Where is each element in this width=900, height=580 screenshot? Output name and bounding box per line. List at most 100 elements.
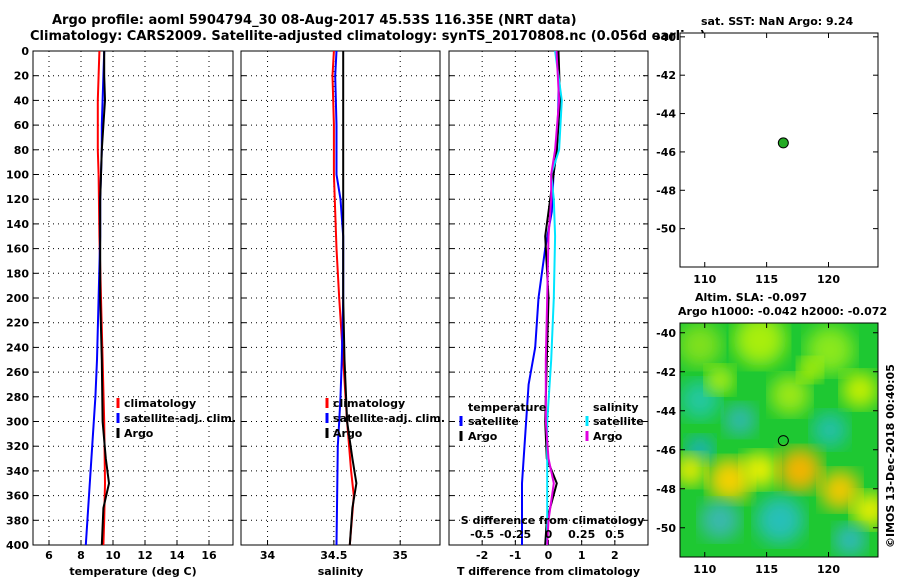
sla-blob	[770, 375, 810, 415]
sla-map-title-line2: Argo h1000: -0.042 h2000: -0.072	[678, 305, 887, 318]
depth-tick-label: 380	[6, 514, 29, 527]
difference-s-xlabel: S difference from climatology	[461, 514, 645, 527]
sst-map-title: sat. SST: NaN Argo: 9.24	[701, 15, 853, 28]
legend-s-label: satellite	[593, 415, 644, 428]
depth-tick-label: 120	[6, 193, 29, 206]
sla-blob	[778, 448, 822, 492]
legend-s-label: Argo	[593, 430, 623, 443]
sst_map-ytick-label: -46	[656, 146, 676, 159]
difference-xtick-label: -1	[509, 549, 521, 562]
sla-blob	[680, 454, 706, 486]
sla_map-ytick-label: -48	[656, 483, 676, 496]
sla_map-argo-location-marker	[777, 435, 789, 447]
salinity-legend-label: climatology	[333, 397, 405, 410]
sla_map-ytick-label: -42	[656, 366, 676, 379]
sla_map-ytick-label: -44	[656, 405, 676, 418]
difference-s-tick-label: -0.5	[470, 528, 494, 541]
legend-salinity-title: salinity	[593, 401, 639, 414]
difference-s-tick-label: -0.25	[499, 528, 531, 541]
sla_map-xtick-label: 115	[755, 563, 778, 576]
sla-blob	[680, 323, 722, 367]
temperature-legend-label: climatology	[124, 397, 196, 410]
sst_map-argo-location-marker	[777, 137, 789, 149]
sst_map-frame	[679, 32, 879, 268]
sla-blob	[834, 524, 866, 556]
salinity-xtick-label: 35	[393, 549, 408, 562]
temperature-series-argo	[99, 51, 111, 546]
sla-blob	[812, 412, 848, 448]
difference-s-tick-label: 0.5	[605, 528, 625, 541]
salinity-legend-label: Argo	[333, 427, 363, 440]
sla-blob	[842, 372, 878, 408]
sla-blob	[756, 496, 804, 544]
sst_map-xtick-label: 120	[817, 273, 840, 286]
temperature-xtick-label: 10	[105, 549, 121, 562]
salinity-xtick-label: 34	[260, 549, 276, 562]
temperature-xtick-label: 8	[77, 549, 85, 562]
salinity-legend-label: satellite-adj. clim.	[333, 412, 445, 425]
temperature-legend-label: satellite-adj. clim.	[124, 412, 236, 425]
sst_map-ytick-label: -40	[656, 31, 676, 44]
sla-blob	[700, 500, 740, 540]
difference-series-t-argo	[544, 50, 562, 546]
depth-tick-label: 180	[6, 267, 29, 280]
sla-blob	[820, 470, 860, 510]
depth-tick-label: 260	[6, 366, 29, 379]
depth-tick-label: 360	[6, 490, 29, 503]
sla-blob	[734, 323, 786, 366]
sla-blob	[708, 458, 752, 502]
legend-t-label: satellite	[468, 415, 519, 428]
legend-temperature-title: temperature	[468, 401, 546, 414]
salinity-series-argo	[342, 51, 358, 546]
temperature-xlabel: temperature (deg C)	[69, 565, 196, 578]
credit-text: ©IMOS 13-Dec-2018 00:40:05	[884, 364, 897, 548]
legend-t-label: Argo	[468, 430, 498, 443]
temperature-xtick-label: 14	[169, 549, 185, 562]
depth-tick-label: 20	[14, 70, 30, 83]
temperature-xtick-label: 16	[201, 549, 217, 562]
depth-tick-label: 40	[14, 94, 30, 107]
sla-map-title-line1: Altim. SLA: -0.097	[695, 291, 807, 304]
sla-blob	[742, 452, 778, 488]
depth-tick-label: 200	[6, 292, 29, 305]
sla-blob	[706, 366, 734, 394]
depth-tick-label: 280	[6, 391, 29, 404]
depth-tick-label: 340	[6, 465, 29, 478]
sla-blob	[798, 358, 822, 382]
sst_map-ytick-label: -48	[656, 184, 676, 197]
depth-tick-label: 320	[6, 440, 29, 453]
depth-tick-label: 240	[6, 341, 29, 354]
sst_map-xtick-label: 110	[693, 273, 716, 286]
difference-s-tick-label: 0	[545, 528, 553, 541]
difference-xtick-label: 0	[545, 549, 553, 562]
difference-series-s-argo	[544, 50, 561, 546]
sla_map-ytick-label: -46	[656, 444, 676, 457]
temperature-xtick-label: 12	[137, 549, 152, 562]
sla_map-ytick-label: -50	[656, 522, 676, 535]
sla_map-xtick-label: 110	[693, 563, 716, 576]
sla_map-frame	[679, 322, 879, 558]
sla_map-xtick-label: 120	[817, 563, 840, 576]
sla-heatmap-field	[680, 323, 878, 557]
difference-xtick-label: -2	[476, 549, 488, 562]
temperature-xtick-label: 6	[45, 549, 53, 562]
figure-title-line2: Climatology: CARS2009. Satellite-adjuste…	[30, 29, 706, 44]
depth-tick-label: 60	[14, 119, 30, 132]
depth-tick-label: 80	[14, 144, 30, 157]
difference-xtick-label: 1	[578, 549, 586, 562]
depth-tick-label: 100	[6, 169, 29, 182]
depth-tick-label: 160	[6, 243, 29, 256]
salinity-plot-frame	[240, 50, 441, 546]
depth-tick-label: 140	[6, 218, 29, 231]
depth-tick-label: 400	[6, 539, 29, 552]
temperature-legend-label: Argo	[124, 427, 154, 440]
sst_map-ytick-label: -42	[656, 69, 676, 82]
sla-blob	[852, 492, 878, 528]
sst_map-xtick-label: 115	[755, 273, 778, 286]
sla_map-ytick-label: -40	[656, 327, 676, 340]
difference-xtick-label: 2	[611, 549, 619, 562]
sst_map-background	[680, 33, 878, 267]
difference-xlabel: T difference from climatology	[457, 565, 640, 578]
